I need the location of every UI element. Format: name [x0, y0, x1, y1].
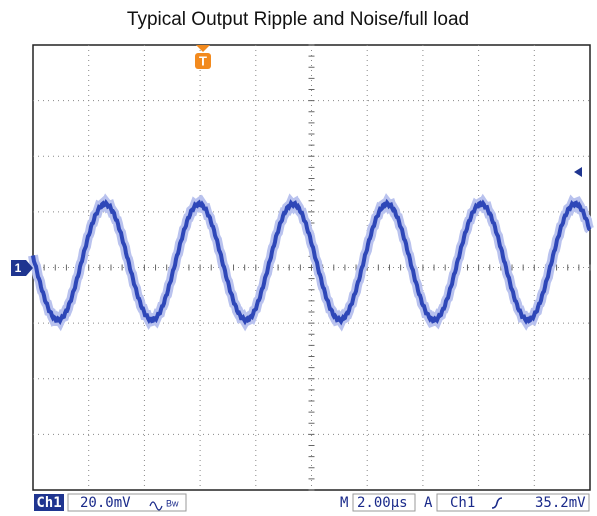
status-channel: Ch1 [36, 495, 61, 511]
bw-icon [150, 502, 162, 510]
bw-icon-text: Bw [166, 498, 179, 508]
title: Typical Output Ripple and Noise/full loa… [127, 9, 469, 30]
status-timebase: 2.00µs [357, 495, 408, 511]
status-timebase-prefix: M [340, 495, 348, 511]
trigger-label: T [199, 53, 207, 68]
status-scale: 20.0mV [80, 495, 131, 511]
status-trigger-level: 35.2mV [535, 495, 586, 511]
edge-icon [492, 498, 502, 508]
channel-label: 1 [15, 261, 22, 275]
page: Typical Output Ripple and Noise/full loa… [0, 0, 597, 516]
status-trigger-channel: Ch1 [450, 495, 475, 511]
status-trigger-prefix: A [424, 495, 433, 511]
